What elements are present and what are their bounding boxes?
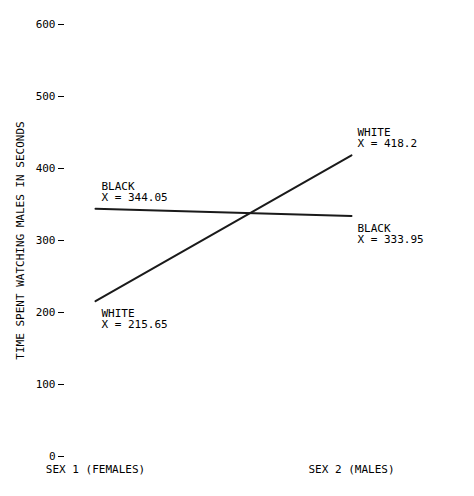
svg-text:WHITEX = 418.2: WHITEX = 418.2 — [358, 126, 418, 150]
svg-text:0: 0 — [49, 450, 56, 463]
svg-text:SEX 1 (FEMALES): SEX 1 (FEMALES) — [46, 463, 145, 476]
svg-text:200: 200 — [36, 306, 56, 319]
svg-text:600: 600 — [36, 18, 56, 31]
svg-text:100: 100 — [36, 378, 56, 391]
svg-text:BLACKX = 333.95: BLACKX = 333.95 — [358, 222, 424, 246]
svg-text:400: 400 — [36, 162, 56, 175]
svg-text:TIME SPENT WATCHING MALES IN S: TIME SPENT WATCHING MALES IN SECONDS — [14, 121, 27, 359]
svg-text:BLACKX = 344.05: BLACKX = 344.05 — [102, 180, 168, 204]
svg-text:WHITEX = 215.65: WHITEX = 215.65 — [102, 307, 168, 331]
svg-text:SEX 2 (MALES): SEX 2 (MALES) — [308, 463, 394, 476]
svg-text:300: 300 — [36, 234, 56, 247]
svg-text:500: 500 — [36, 90, 56, 103]
